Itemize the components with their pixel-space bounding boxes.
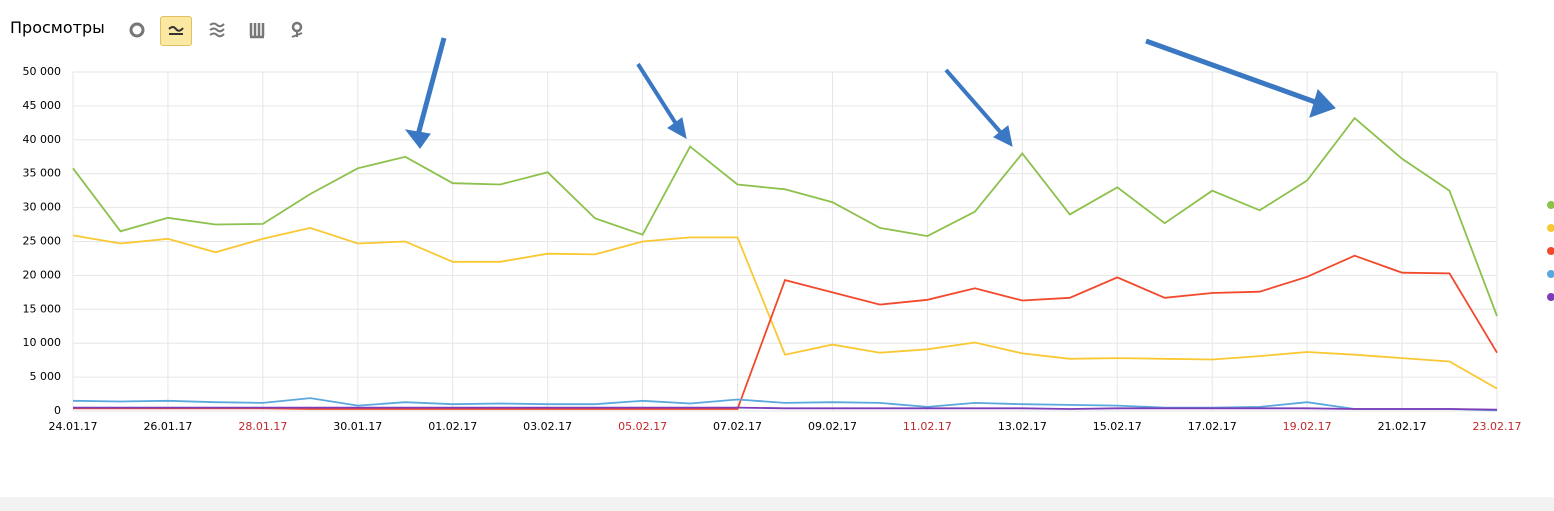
arrow	[636, 62, 680, 129]
x-tick-label: 07.02.17	[713, 420, 762, 433]
x-tick-label: 11.02.17	[903, 420, 952, 433]
y-tick-label: 45 000	[23, 99, 62, 112]
legend-marker	[1547, 293, 1554, 301]
y-tick-label: 0	[54, 404, 61, 417]
icon	[291, 21, 303, 38]
series-line	[72, 226, 1498, 390]
x-tick-label: 21.02.17	[1378, 420, 1427, 433]
icon	[249, 23, 265, 39]
y-tick-label: 5 000	[30, 370, 62, 383]
y-tick-label: 10 000	[23, 336, 62, 349]
y-tick-label: 50 000	[23, 65, 62, 78]
footer-bar	[0, 497, 1554, 511]
arrow-head	[993, 125, 1013, 147]
report-title: Просмотры	[10, 18, 105, 37]
legend-marker	[1547, 247, 1554, 255]
x-tick-label: 01.02.17	[428, 420, 477, 433]
y-tick-label: 25 000	[23, 235, 62, 248]
area-view-button[interactable]	[202, 16, 232, 44]
annotation-arrows	[404, 37, 1336, 149]
arrow	[944, 68, 1005, 137]
map-view-button[interactable]	[282, 16, 312, 44]
x-tick-label: 26.01.17	[143, 420, 192, 433]
x-tick-label: 15.02.17	[1093, 420, 1142, 433]
y-tick-label: 30 000	[23, 201, 62, 214]
y-tick-label: 35 000	[23, 167, 62, 180]
x-tick-label: 28.01.17	[238, 420, 287, 433]
arrow-head	[667, 117, 687, 139]
arrow	[1145, 38, 1319, 106]
plot-area: 0 5 000 10 000 15 000 20 000 25 000 30 000 35 0…	[23, 65, 1554, 433]
y-tick-label: 20 000	[23, 268, 62, 281]
x-tick-label: 19.02.17	[1283, 420, 1332, 433]
legend-marker	[1547, 201, 1554, 209]
series-line	[73, 406, 1498, 411]
stacked-view-button[interactable]	[242, 16, 272, 44]
icon	[209, 22, 225, 38]
x-tick-label: 23.02.17	[1473, 420, 1522, 433]
y-tick-label: 40 000	[23, 133, 62, 146]
x-tick-label: 09.02.17	[808, 420, 857, 433]
icon	[129, 22, 145, 38]
icon	[168, 26, 184, 35]
x-tick-label: 30.01.17	[333, 420, 382, 433]
series-line	[72, 397, 1498, 412]
series-line	[72, 116, 1498, 317]
arrow	[415, 37, 447, 136]
x-tick-label: 03.02.17	[523, 420, 572, 433]
y-tick-label: 15 000	[23, 302, 62, 315]
x-tick-label: 24.01.17	[49, 420, 98, 433]
pie-view-button[interactable]	[122, 16, 152, 44]
x-tick-label: 05.02.17	[618, 420, 667, 433]
x-tick-label: 17.02.17	[1188, 420, 1237, 433]
arrow-head	[1309, 89, 1336, 118]
line-view-button[interactable]	[160, 16, 192, 46]
legend-marker	[1547, 224, 1554, 232]
arrow-head	[404, 129, 431, 149]
legend-marker	[1547, 270, 1554, 278]
x-tick-label: 13.02.17	[998, 420, 1047, 433]
series-line	[73, 254, 1498, 410]
